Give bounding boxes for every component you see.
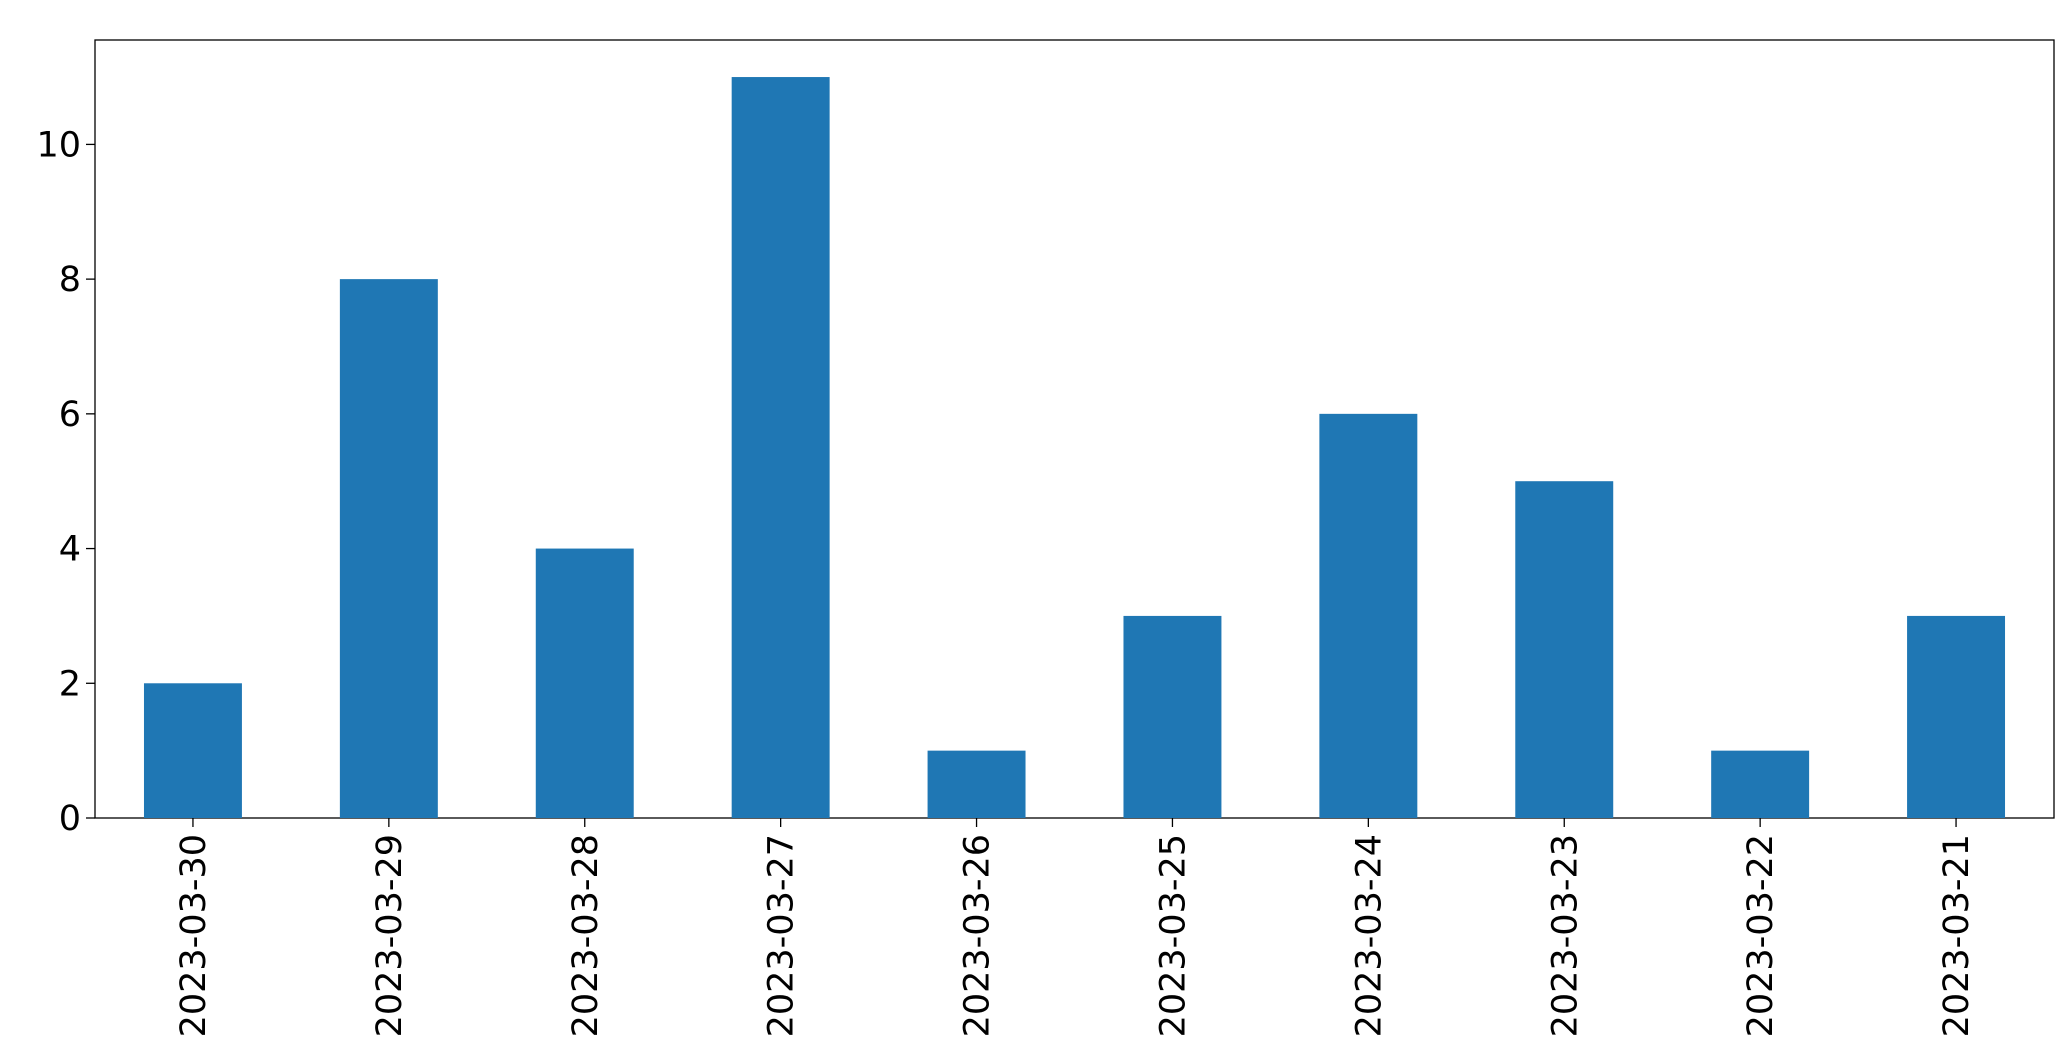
x-tick-label: 2023-03-29	[370, 834, 410, 1037]
x-tick-label: 2023-03-26	[958, 834, 998, 1037]
x-tick-label: 2023-03-22	[1741, 834, 1781, 1037]
y-tick-label: 4	[59, 530, 81, 570]
x-tick-label: 2023-03-21	[1937, 834, 1977, 1037]
x-tick-label: 2023-03-24	[1349, 834, 1389, 1037]
bar	[535, 548, 634, 818]
y-tick-label: 6	[59, 395, 81, 435]
bar	[143, 683, 242, 818]
bar	[1907, 615, 2006, 818]
y-tick-label: 10	[36, 125, 81, 165]
x-tick-label: 2023-03-23	[1545, 834, 1585, 1037]
y-tick-label: 8	[59, 260, 81, 300]
bar	[1123, 615, 1222, 818]
x-tick-label: 2023-03-25	[1153, 834, 1193, 1037]
x-tick-label: 2023-03-30	[174, 834, 214, 1037]
x-tick-label: 2023-03-28	[566, 834, 606, 1037]
bar	[731, 77, 830, 819]
bar	[1515, 481, 1614, 818]
y-tick-label: 2	[59, 664, 81, 704]
y-tick-label: 0	[59, 799, 81, 839]
plot-frame	[94, 39, 2055, 819]
x-tick-label: 2023-03-27	[762, 834, 802, 1037]
bar	[1319, 413, 1418, 818]
bar	[927, 750, 1026, 818]
bar	[339, 279, 438, 818]
bar	[1711, 750, 1810, 818]
